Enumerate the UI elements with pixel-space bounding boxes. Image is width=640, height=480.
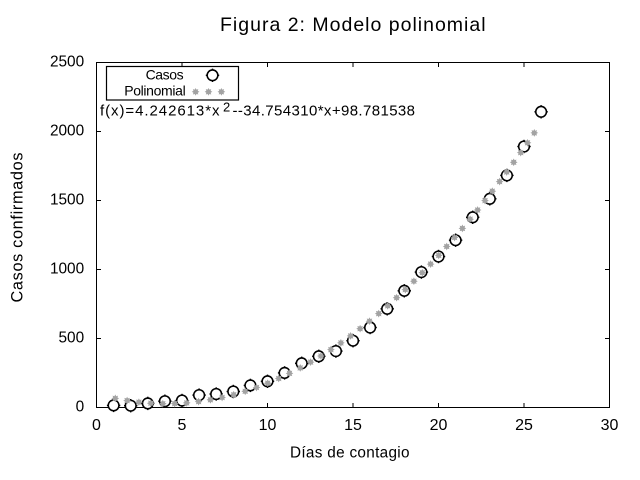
- svg-text:30: 30: [601, 417, 619, 434]
- svg-text:--34.754310*x+98.781538: --34.754310*x+98.781538: [233, 103, 416, 120]
- svg-text:2000: 2000: [50, 122, 84, 139]
- svg-text:Polinomial: Polinomial: [124, 83, 186, 99]
- svg-text:Figura 2: Modelo polinomial: Figura 2: Modelo polinomial: [220, 14, 487, 36]
- svg-text:Casos confirmados: Casos confirmados: [8, 153, 26, 303]
- svg-text:1500: 1500: [50, 191, 84, 208]
- svg-text:1000: 1000: [50, 260, 84, 277]
- svg-text:20: 20: [430, 417, 448, 434]
- svg-text:25: 25: [515, 417, 533, 434]
- svg-text:2: 2: [223, 100, 230, 115]
- svg-text:0: 0: [92, 417, 101, 434]
- svg-text:10: 10: [259, 417, 277, 434]
- svg-text:Días de contagio: Días de contagio: [290, 445, 410, 462]
- svg-text:500: 500: [59, 329, 85, 346]
- svg-text:0: 0: [76, 398, 85, 415]
- svg-text:2500: 2500: [50, 53, 84, 70]
- svg-text:5: 5: [178, 417, 187, 434]
- svg-text:Casos: Casos: [146, 66, 184, 82]
- svg-text:f(x)=4.242613*x: f(x)=4.242613*x: [100, 103, 220, 120]
- svg-text:15: 15: [344, 417, 362, 434]
